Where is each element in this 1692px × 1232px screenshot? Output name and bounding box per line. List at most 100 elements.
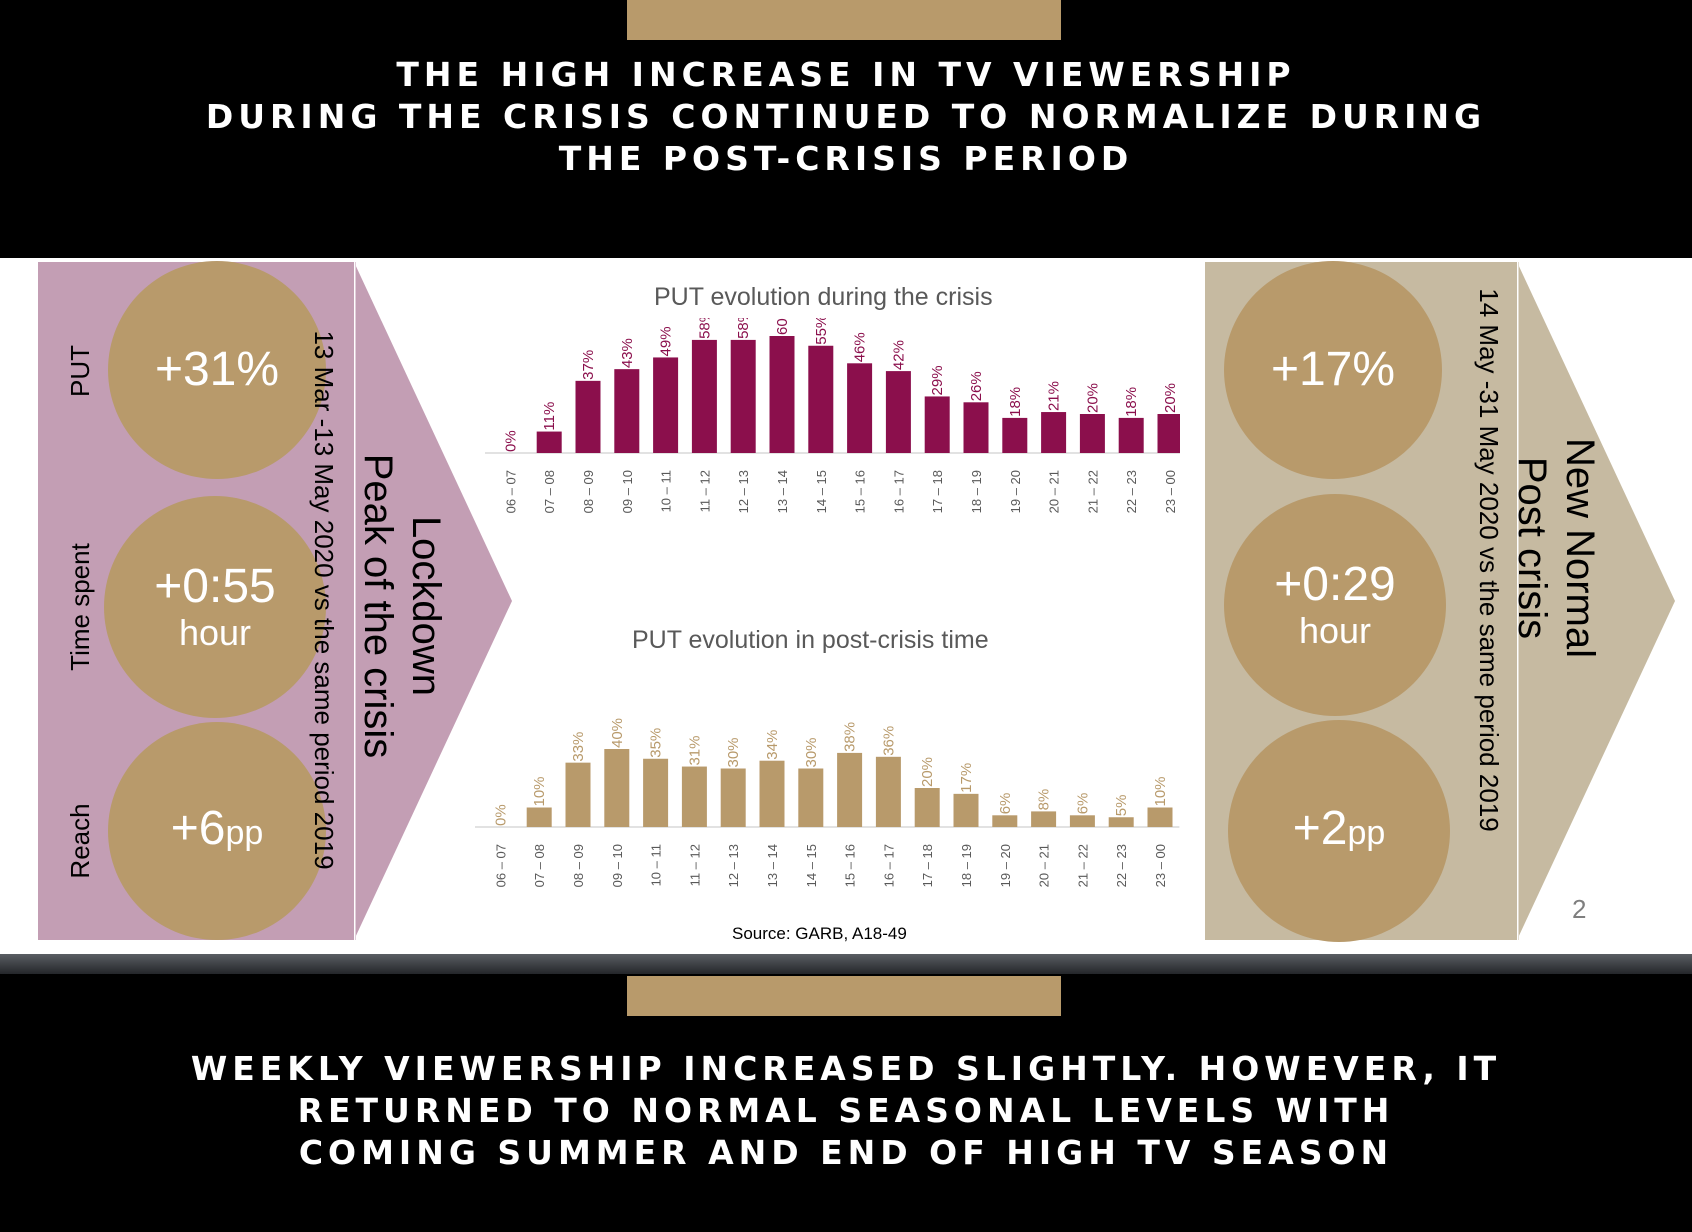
- bar: [837, 752, 863, 827]
- tick-label: 09 – 10: [610, 844, 625, 887]
- source-note: Source: GARB, A18-49: [732, 924, 907, 943]
- bar: [1041, 412, 1067, 453]
- bar: [798, 768, 824, 827]
- top-headline: THE HIGH INCREASE IN TV VIEWERSHIP DURIN…: [0, 54, 1692, 180]
- tick-label: 18 – 19: [969, 470, 984, 513]
- chart2-title: PUT evolution in post-crisis time: [632, 626, 989, 654]
- data-label: 37%: [580, 350, 597, 380]
- bar: [914, 788, 940, 827]
- right-period-label: 14 May -31 May 2020 vs the same period 2…: [1474, 288, 1504, 832]
- data-label: 33%: [570, 732, 587, 762]
- right-phase-line1: New Normal: [1558, 437, 1602, 659]
- tick-label: 11 – 12: [687, 844, 702, 886]
- left-phase-label: Lockdown Peak of the crisis: [350, 436, 450, 776]
- bar: [526, 807, 552, 827]
- bar: [1069, 815, 1095, 827]
- top-headline-line: THE POST-CRISIS PERIOD: [558, 139, 1134, 178]
- left-time-value: +0:55: [154, 560, 276, 613]
- data-label: 20%: [1162, 383, 1179, 413]
- data-label: 10%: [1152, 776, 1169, 806]
- tick-label: 23 – 00: [1153, 844, 1168, 887]
- right-time-value: +0:29: [1274, 558, 1396, 611]
- tick-label: 07 – 08: [542, 470, 557, 513]
- bar: [1079, 414, 1105, 453]
- tick-label: 21 – 22: [1075, 844, 1090, 887]
- bar: [1118, 417, 1144, 453]
- bar: [1147, 807, 1173, 827]
- bar: [1002, 417, 1028, 453]
- data-label: 8%: [1036, 789, 1053, 811]
- right-put-value: +17%: [1270, 343, 1396, 396]
- top-gold-tab: [627, 0, 1061, 40]
- tick-label: 11 – 12: [697, 470, 712, 512]
- data-label: 21%: [1046, 381, 1063, 411]
- data-label: 29%: [929, 365, 946, 395]
- page-number: 2: [1572, 894, 1587, 924]
- bar: [1108, 817, 1134, 827]
- left-put-circle: +31%: [108, 261, 326, 479]
- right-time-circle: +0:29 hour: [1224, 494, 1446, 716]
- data-label: 55%: [813, 318, 830, 345]
- bar: [924, 396, 950, 453]
- bar: [643, 758, 669, 827]
- chart-post-crisis: 0% 06 – 07 10% 07 – 08 33% 08 – 09 40% 09 – 10 3…: [475, 718, 1180, 887]
- right-phase-label: New Normal Post crisis: [1504, 398, 1604, 698]
- tick-label: 07 – 08: [532, 844, 547, 887]
- data-label: 0%: [502, 430, 519, 452]
- right-reach-circle: +2pp: [1228, 720, 1450, 942]
- left-period-label: 13 Mar -13 May 2020 vs the same period 2…: [309, 330, 339, 870]
- bar: [536, 431, 562, 453]
- left-reach-unit: pp: [225, 814, 264, 852]
- data-label: 26%: [968, 371, 985, 401]
- bar: [730, 339, 756, 453]
- tick-label: 19 – 20: [998, 844, 1013, 887]
- slide-shadow: [0, 954, 1692, 974]
- tick-label: 12 – 13: [736, 470, 751, 513]
- bar: [681, 766, 707, 827]
- tick-label: 22 – 23: [1124, 470, 1139, 513]
- right-phase-line2: Post crisis: [1510, 456, 1554, 640]
- bar: [1031, 811, 1057, 827]
- top-headline-line: THE HIGH INCREASE IN TV VIEWERSHIP: [396, 55, 1296, 94]
- bar: [769, 336, 795, 453]
- data-label: 46%: [852, 332, 869, 362]
- tick-label: 17 – 18: [920, 844, 935, 887]
- bar: [691, 339, 717, 453]
- slide: PUT Time spent Reach +31% +0:55 hour +6p…: [0, 258, 1692, 954]
- tick-label: 13 – 14: [775, 470, 790, 513]
- tick-label: 23 – 00: [1163, 470, 1178, 513]
- time-spent-label: Time spent: [65, 543, 95, 671]
- left-time-unit: hour: [178, 612, 252, 653]
- data-label: 18%: [1123, 387, 1140, 417]
- data-label: 20%: [919, 757, 936, 787]
- data-label: 40%: [609, 718, 626, 748]
- left-arrow: [354, 262, 512, 940]
- tick-label: 19 – 20: [1008, 470, 1023, 513]
- data-label: 6%: [997, 793, 1014, 815]
- bar: [565, 762, 591, 827]
- bar: [575, 380, 601, 453]
- data-label: 6%: [1074, 793, 1091, 815]
- chart1-title: PUT evolution during the crisis: [654, 283, 993, 311]
- tick-label: 20 – 21: [1047, 470, 1062, 513]
- data-label: 5%: [1113, 795, 1130, 817]
- tick-label: 14 – 15: [804, 844, 819, 887]
- data-label: 49%: [658, 326, 675, 356]
- data-label: 17%: [958, 763, 975, 793]
- right-reach-value: +2: [1292, 802, 1348, 855]
- bar: [614, 369, 640, 453]
- right-put-circle: +17%: [1224, 261, 1442, 479]
- tick-label: 21 – 22: [1085, 470, 1100, 513]
- bar: [953, 793, 979, 827]
- tick-label: 20 – 21: [1037, 844, 1052, 887]
- bar: [808, 345, 834, 453]
- tick-label: 15 – 16: [853, 470, 868, 513]
- bar: [963, 402, 989, 453]
- chart-crisis: 0% 06 – 07 11% 07 – 08 37% 08 – 09 43% 09 – 10 4…: [485, 318, 1180, 513]
- left-phase-line2: Peak of the crisis: [356, 453, 400, 759]
- tick-label: 10 – 11: [649, 844, 664, 886]
- bottom-headline-line: COMING SUMMER AND END OF HIGH TV SEASON: [298, 1133, 1394, 1172]
- tick-label: 08 – 09: [581, 470, 596, 513]
- bar: [1157, 414, 1180, 453]
- tick-label: 18 – 19: [959, 844, 974, 887]
